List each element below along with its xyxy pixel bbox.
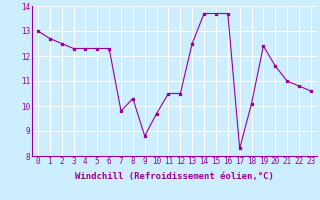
X-axis label: Windchill (Refroidissement éolien,°C): Windchill (Refroidissement éolien,°C): [75, 172, 274, 181]
